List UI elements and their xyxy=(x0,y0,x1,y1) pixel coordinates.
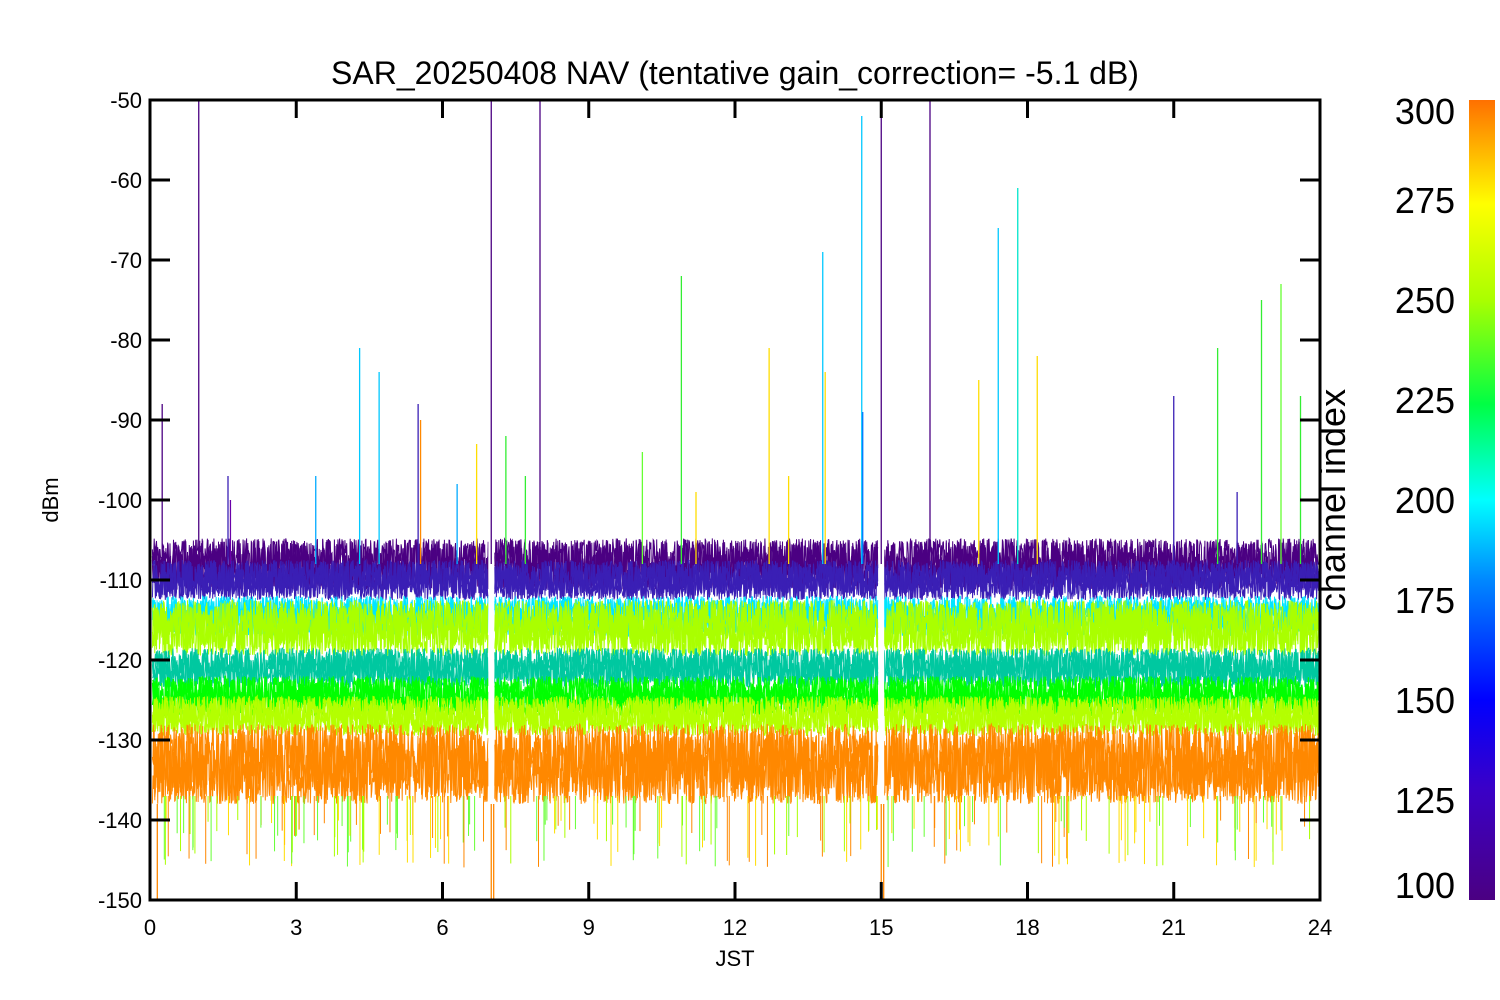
y-tick-label: -60 xyxy=(110,168,142,193)
band-trace-200 xyxy=(151,646,1319,689)
y-tick-label: -130 xyxy=(98,728,142,753)
x-tick-label: 24 xyxy=(1308,915,1332,940)
colorbar-tick-label: 250 xyxy=(1395,280,1455,321)
x-axis-label: JST xyxy=(715,946,754,971)
chart-title: SAR_20250408 NAV (tentative gain_correct… xyxy=(331,55,1139,91)
colorbar-tick-label: 150 xyxy=(1395,680,1455,721)
band-trace-255 xyxy=(151,599,1319,657)
y-tick-label: -140 xyxy=(98,808,142,833)
colorbar-tick-label: 200 xyxy=(1395,480,1455,521)
y-tick-label: -50 xyxy=(110,88,142,113)
plot-area xyxy=(151,100,1319,900)
y-tick-label: -80 xyxy=(110,328,142,353)
colorbar-tick-label: 275 xyxy=(1395,180,1455,221)
colorbar-tick-label: 225 xyxy=(1395,380,1455,421)
colorbar-tick-label: 300 xyxy=(1395,91,1455,132)
band-trace-120 xyxy=(151,559,1319,602)
axes: 0 3 6 9 12 15 18 21 24 -50 -60 -70 -80 -90 -100 -110 -12… xyxy=(98,88,1332,940)
y-tick-label: -100 xyxy=(98,488,142,513)
colorbar-ticks: 100 125 150 175 200 225 250 275 300 xyxy=(1395,91,1455,906)
colorbar-label: channel index xyxy=(1312,389,1353,611)
y-tick-label: -110 xyxy=(100,568,142,593)
x-tick-label: 6 xyxy=(436,915,448,940)
x-tick-label: 21 xyxy=(1162,915,1186,940)
colorbar-tick-label: 175 xyxy=(1395,580,1455,621)
y-tick-label: -90 xyxy=(110,408,142,433)
y-tick-label: -120 xyxy=(98,648,142,673)
x-tick-label: 12 xyxy=(723,915,747,940)
x-tick-label: 15 xyxy=(869,915,893,940)
colorbar-tick-label: 125 xyxy=(1395,780,1455,821)
colorbar-tick-label: 100 xyxy=(1395,865,1455,906)
x-tick-label: 9 xyxy=(583,915,595,940)
band-trace-290 xyxy=(151,722,1319,805)
y-axis-label: dBm xyxy=(38,477,63,522)
y-tick-label: -70 xyxy=(110,248,142,273)
x-tick-label: 3 xyxy=(290,915,302,940)
band-trace-250 xyxy=(151,694,1319,738)
x-tick-label: 18 xyxy=(1015,915,1039,940)
colorbar xyxy=(1469,100,1495,900)
y-tick-label: -150 xyxy=(98,888,142,913)
x-tick-label: 0 xyxy=(144,915,156,940)
